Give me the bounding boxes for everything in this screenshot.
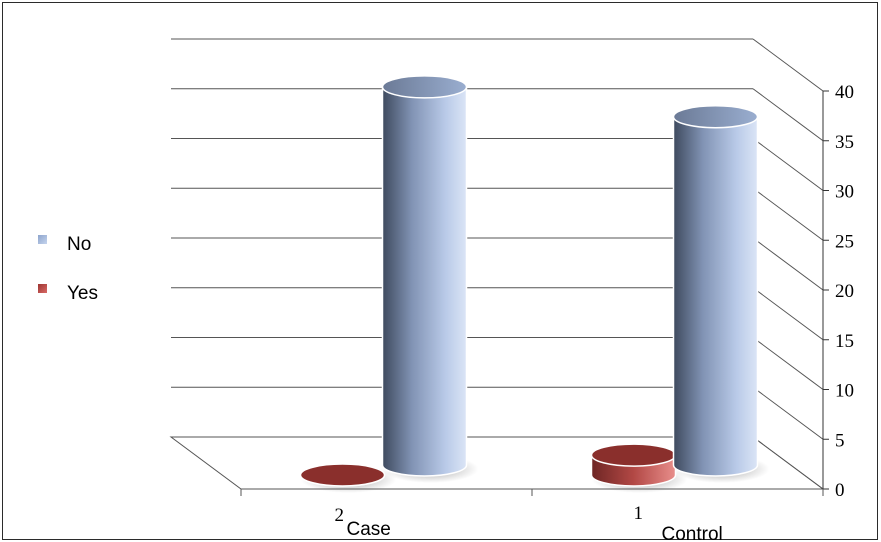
bar-no-case bbox=[381, 75, 479, 483]
gridline-side bbox=[752, 386, 824, 440]
legend-item-yes: Yes bbox=[38, 283, 98, 304]
y-tick-label: 30 bbox=[835, 182, 854, 203]
y-tick-label: 25 bbox=[835, 231, 854, 252]
bar-no-control bbox=[672, 105, 770, 483]
gridline-side bbox=[752, 237, 824, 291]
gridline-side bbox=[752, 337, 824, 390]
gridline-side bbox=[752, 88, 824, 142]
y-tick-label: 35 bbox=[835, 132, 854, 153]
bar-top bbox=[381, 75, 468, 99]
legend-label-yes: Yes bbox=[67, 283, 98, 304]
gridline-side bbox=[752, 287, 824, 341]
gridline-side bbox=[752, 187, 824, 241]
bars-layer bbox=[299, 75, 770, 493]
x-category-number: 2 bbox=[335, 505, 345, 526]
legend: No Yes bbox=[38, 234, 98, 304]
y-tick-label: 0 bbox=[835, 480, 845, 501]
bar-yes-control bbox=[590, 443, 688, 493]
x-category-label: Control bbox=[662, 524, 723, 541]
y-tick-label: 40 bbox=[835, 82, 854, 103]
legend-swatch-yes bbox=[38, 284, 47, 293]
legend-swatch-no bbox=[38, 235, 47, 244]
legend-item-no: No bbox=[38, 234, 91, 255]
y-tick-label: 15 bbox=[835, 331, 854, 352]
x-category-number: 1 bbox=[634, 503, 644, 524]
gridline-side bbox=[752, 38, 824, 92]
y-tick-label: 20 bbox=[835, 281, 854, 302]
y-tick-label: 10 bbox=[835, 381, 854, 402]
bar-top bbox=[299, 463, 386, 487]
legend-label-no: No bbox=[67, 234, 91, 255]
y-tick-label: 5 bbox=[835, 430, 845, 451]
x-category-label: Case bbox=[347, 519, 391, 540]
bar-top bbox=[672, 105, 759, 129]
bar-yes-case bbox=[299, 463, 397, 493]
bar-top bbox=[590, 443, 677, 467]
bar-body bbox=[672, 116, 759, 477]
gridline-side bbox=[752, 138, 824, 191]
bar-body bbox=[381, 86, 468, 477]
